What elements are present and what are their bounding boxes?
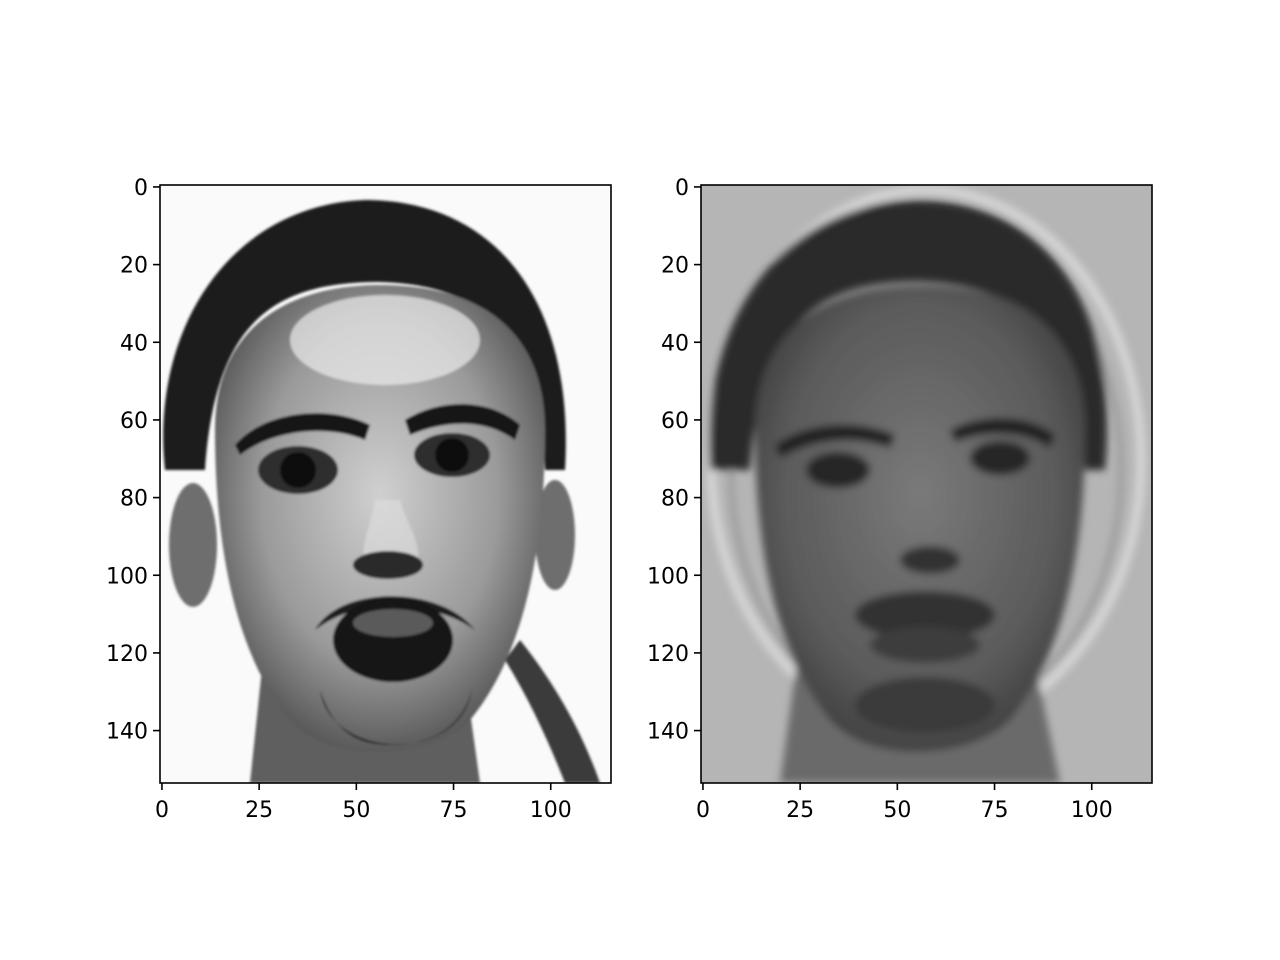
x-tick-label: 50	[342, 798, 370, 823]
image-original	[160, 185, 611, 783]
y-tick-label: 0	[675, 176, 689, 201]
axes-frame-right	[700, 184, 1153, 784]
y-tick-label: 100	[647, 564, 689, 589]
axes-right: 0 25 50 75 100 0 20 40 60 80 100 120 140	[647, 176, 1113, 823]
y-tick-label: 120	[647, 642, 689, 667]
y-tick-label: 40	[661, 331, 689, 356]
y-tick-label: 100	[106, 564, 148, 589]
y-tick-label: 60	[661, 409, 689, 434]
y-tick-label: 20	[661, 254, 689, 279]
axes-left: 0 25 50 75 100 0 20 40 60 80 100 120 140	[106, 176, 572, 823]
x-tick-label: 50	[883, 798, 911, 823]
x-tick-label: 75	[981, 798, 1009, 823]
x-tick-label: 100	[530, 798, 572, 823]
y-tick-label: 140	[106, 720, 148, 745]
y-tick-label: 80	[120, 487, 148, 512]
y-tick-label: 80	[661, 487, 689, 512]
face-original	[163, 200, 600, 783]
y-tick-label: 140	[647, 720, 689, 745]
x-tick-label: 100	[1071, 798, 1113, 823]
x-tick-label: 75	[440, 798, 468, 823]
x-tick-label: 25	[245, 798, 273, 823]
x-tick-label: 0	[155, 798, 169, 823]
y-tick-label: 20	[120, 254, 148, 279]
y-tick-label: 0	[134, 176, 148, 201]
x-tick-label: 25	[786, 798, 814, 823]
x-tick-label: 0	[696, 798, 710, 823]
y-tick-label: 120	[106, 642, 148, 667]
y-tick-label: 60	[120, 409, 148, 434]
face-reconstruction	[706, 185, 1146, 783]
y-tick-label: 40	[120, 331, 148, 356]
axes-frame-left	[159, 184, 612, 784]
image-reconstruction	[701, 185, 1152, 783]
